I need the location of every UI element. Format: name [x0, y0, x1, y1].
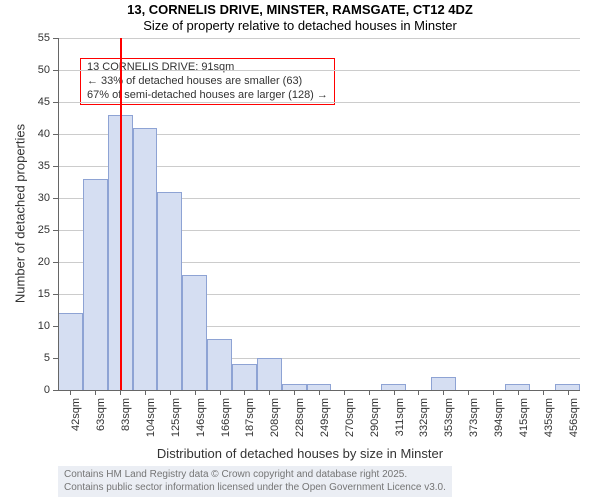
x-tick-label: 63sqm — [95, 398, 107, 448]
x-tick-label: 373sqm — [468, 398, 480, 448]
histogram-bar — [207, 339, 232, 390]
x-tick-label: 290sqm — [369, 398, 381, 448]
x-tick-label: 146sqm — [195, 398, 207, 448]
histogram-bar — [83, 179, 108, 390]
y-tick-label: 10 — [0, 320, 50, 332]
histogram-bar — [58, 313, 83, 390]
histogram-bar — [232, 364, 257, 390]
x-tick-label: 249sqm — [319, 398, 331, 448]
x-tick-label: 270sqm — [344, 398, 356, 448]
histogram-bar — [157, 192, 182, 390]
x-tick-label: 187sqm — [244, 398, 256, 448]
annotation-line1: 13 CORNELIS DRIVE: 91sqm — [87, 61, 328, 75]
page-title-line2: Size of property relative to detached ho… — [0, 18, 600, 33]
y-tick-label: 20 — [0, 256, 50, 268]
x-tick-label: 104sqm — [145, 398, 157, 448]
x-tick-label: 332sqm — [418, 398, 430, 448]
y-tick-label: 30 — [0, 192, 50, 204]
y-tick-label: 45 — [0, 96, 50, 108]
page-title-line1: 13, CORNELIS DRIVE, MINSTER, RAMSGATE, C… — [0, 2, 600, 17]
x-tick-label: 125sqm — [170, 398, 182, 448]
histogram-bar — [431, 377, 456, 390]
y-tick-label: 0 — [0, 384, 50, 396]
annotation-line3: 67% of semi-detached houses are larger (… — [87, 89, 328, 103]
x-tick-label: 353sqm — [443, 398, 455, 448]
annotation-box: 13 CORNELIS DRIVE: 91sqm ← 33% of detach… — [80, 58, 335, 105]
x-tick-label: 394sqm — [493, 398, 505, 448]
y-tick-label: 35 — [0, 160, 50, 172]
histogram-bar — [133, 128, 158, 390]
x-tick-label: 208sqm — [269, 398, 281, 448]
y-tick-label: 5 — [0, 352, 50, 364]
y-tick-label: 50 — [0, 64, 50, 76]
y-tick-label: 15 — [0, 288, 50, 300]
footer-line1: Contains HM Land Registry data © Crown c… — [64, 469, 446, 482]
y-tick-label: 25 — [0, 224, 50, 236]
footer-line2: Contains public sector information licen… — [64, 482, 446, 495]
annotation-line2: ← 33% of detached houses are smaller (63… — [87, 75, 328, 89]
x-tick-label: 456sqm — [568, 398, 580, 448]
y-gridline — [58, 70, 580, 71]
histogram-bar — [257, 358, 282, 390]
x-tick-label: 228sqm — [294, 398, 306, 448]
x-tick-label: 311sqm — [394, 398, 406, 448]
x-axis-label: Distribution of detached houses by size … — [0, 446, 600, 461]
x-tick-label: 435sqm — [543, 398, 555, 448]
x-tick-label: 415sqm — [518, 398, 530, 448]
reference-line — [120, 38, 122, 390]
x-tick-label: 42sqm — [70, 398, 82, 448]
x-tick-label: 166sqm — [220, 398, 232, 448]
y-tick-label: 40 — [0, 128, 50, 140]
footer-credits: Contains HM Land Registry data © Crown c… — [58, 466, 452, 497]
y-tick-label: 55 — [0, 32, 50, 44]
x-axis-line — [58, 390, 580, 391]
y-axis-line — [58, 38, 59, 390]
x-tick-label: 83sqm — [120, 398, 132, 448]
y-axis-label: Number of detached properties — [13, 114, 28, 314]
y-gridline — [58, 102, 580, 103]
histogram-bar — [182, 275, 207, 390]
y-gridline — [58, 38, 580, 39]
